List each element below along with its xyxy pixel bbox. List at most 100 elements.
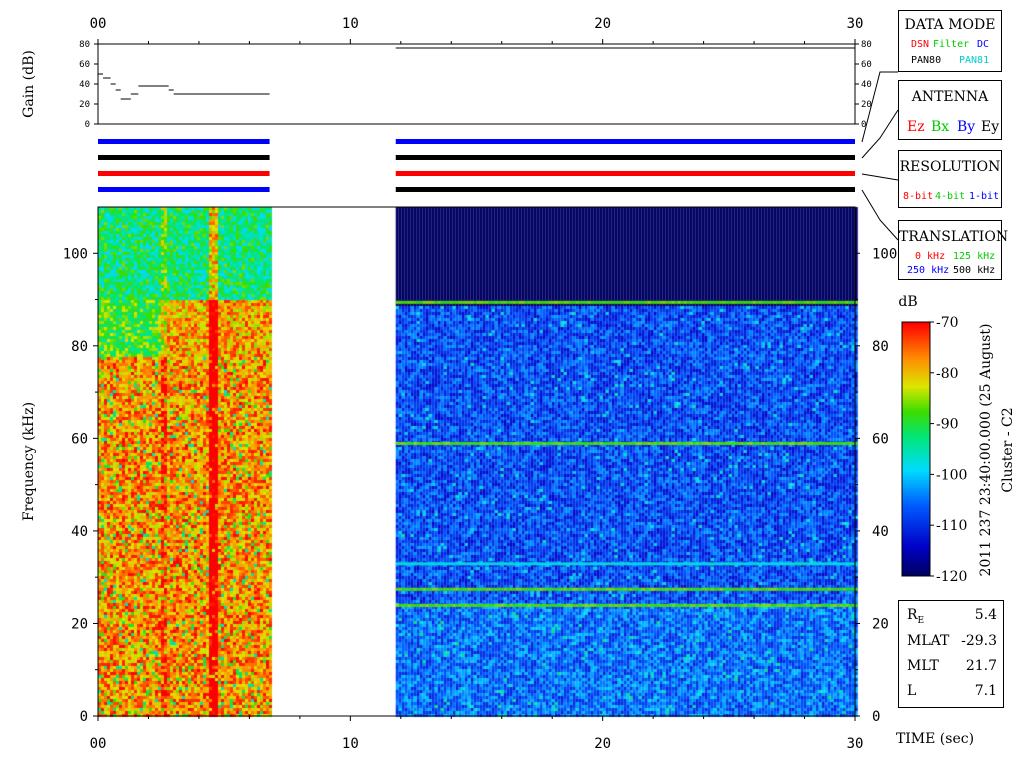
- time-tick-label-top-0: 00: [90, 16, 107, 32]
- data-mode-dc: DC: [977, 39, 990, 50]
- time-tick-label-bottom-1: 10: [342, 736, 359, 752]
- colorbar-tick-label-1: -80: [936, 366, 959, 382]
- colorbar-cell: [902, 444, 930, 446]
- colorbar-cell: [902, 420, 930, 422]
- colorbar-cell: [902, 492, 930, 494]
- colorbar-cell: [902, 446, 930, 448]
- colorbar-cell: [902, 488, 930, 490]
- data-mode-legend: DATA MODE DSN Filter DC PAN80 PAN81: [898, 10, 1002, 72]
- data-mode-title: DATA MODE: [904, 17, 996, 33]
- colorbar-cell: [902, 558, 930, 560]
- l-row: L 7.1: [907, 683, 997, 699]
- colorbar-tick-label-3: -100: [936, 467, 967, 483]
- antenna-bx: Bx: [931, 119, 950, 135]
- translation-125khz: 125 kHz: [953, 251, 996, 262]
- colorbar-cell: [902, 426, 930, 428]
- mlat-label: MLAT: [907, 633, 950, 649]
- colorbar-cell: [902, 408, 930, 410]
- colorbar-cell: [902, 574, 930, 576]
- colorbar: -70 -80 -90 -100 -110 -120 dB 2011 237 23:40:00…: [898, 294, 1016, 585]
- colorbar-cell: [902, 526, 930, 528]
- colorbar-cell: [902, 334, 930, 336]
- data-mode-pan81: PAN81: [959, 55, 990, 66]
- colorbar-cell: [902, 380, 930, 382]
- re-value: 5.4: [974, 607, 997, 623]
- colorbar-cell: [902, 352, 930, 354]
- colorbar-cell: [902, 560, 930, 562]
- colorbar-cell: [902, 530, 930, 532]
- colorbar-cell: [902, 528, 930, 530]
- colorbar-cell: [902, 478, 930, 480]
- colorbar-cell: [902, 424, 930, 426]
- colorbar-cell: [902, 442, 930, 444]
- l-label: L: [907, 683, 917, 699]
- colorbar-cell: [902, 518, 930, 520]
- colorbar-cell: [902, 472, 930, 474]
- colorbar-cell: [902, 542, 930, 544]
- colorbar-cell: [902, 368, 930, 370]
- mlt-row: MLT 21.7: [907, 658, 997, 674]
- spectrogram-frame: [97, 206, 856, 717]
- freq-tick-label-right-0: 0: [872, 709, 880, 725]
- colorbar-cell: [902, 416, 930, 418]
- legend-connector-0: [861, 71, 898, 143]
- freq-tick-label-left-4: 80: [71, 339, 88, 355]
- freq-tick-label-right-1: 20: [872, 616, 889, 632]
- colorbar-cell: [902, 538, 930, 540]
- legend-connector-1: [861, 109, 899, 159]
- colorbar-cell: [902, 490, 930, 492]
- colorbar-cell: [902, 456, 930, 458]
- colorbar-tick-label-2: -90: [936, 417, 959, 433]
- translation-title: TRANSLATION: [899, 229, 1009, 245]
- colorbar-cell: [902, 462, 930, 464]
- colorbar-cell: [902, 554, 930, 556]
- mlat-value: -29.3: [961, 633, 997, 649]
- colorbar-cell: [902, 322, 930, 324]
- resolution-legend: RESOLUTION 8-bit 4-bit 1-bit: [898, 150, 1002, 208]
- freq-tick-label-right-3: 60: [872, 431, 889, 447]
- colorbar-cell: [902, 546, 930, 548]
- colorbar-cell: [902, 382, 930, 384]
- colorbar-cell: [902, 544, 930, 546]
- translation-0khz: 0 kHz: [915, 251, 946, 262]
- colorbar-cell: [902, 486, 930, 488]
- colorbar-cell: [902, 396, 930, 398]
- mlt-label: MLT: [907, 658, 939, 674]
- colorbar-cell: [902, 432, 930, 434]
- legend-connectors: [861, 71, 899, 241]
- colorbar-cell: [902, 366, 930, 368]
- translation-250khz: 250 kHz: [907, 265, 950, 276]
- colorbar-cell: [902, 470, 930, 472]
- re-subscript: E: [917, 615, 925, 626]
- colorbar-cell: [902, 330, 930, 332]
- colorbar-cell: [902, 448, 930, 450]
- colorbar-cell: [902, 340, 930, 342]
- colorbar-cell: [902, 344, 930, 346]
- colorbar-cell: [902, 552, 930, 554]
- colorbar-cell: [902, 398, 930, 400]
- colorbar-cell: [902, 458, 930, 460]
- colorbar-cell: [902, 436, 930, 438]
- colorbar-cell: [902, 516, 930, 518]
- colorbar-cell: [902, 338, 930, 340]
- colorbar-cell: [902, 362, 930, 364]
- time-tick-label-top-3: 30: [847, 16, 864, 32]
- colorbar-cell: [902, 568, 930, 570]
- colorbar-cell: [902, 422, 930, 424]
- freq-tick-label-left-3: 60: [71, 431, 88, 447]
- colorbar-cell: [902, 570, 930, 572]
- colorbar-cell: [902, 532, 930, 534]
- colorbar-cell: [902, 548, 930, 550]
- time-axis-label: TIME (sec): [896, 731, 974, 747]
- colorbar-cell: [902, 468, 930, 470]
- colorbar-cell: [902, 520, 930, 522]
- colorbar-cell: [902, 452, 930, 454]
- colorbar-cell: [902, 474, 930, 476]
- colorbar-tick-label-5: -120: [936, 569, 967, 585]
- colorbar-cell: [902, 324, 930, 326]
- colorbar-cell: [902, 524, 930, 526]
- antenna-legend: ANTENNA Ez Bx By Ey: [898, 80, 1002, 140]
